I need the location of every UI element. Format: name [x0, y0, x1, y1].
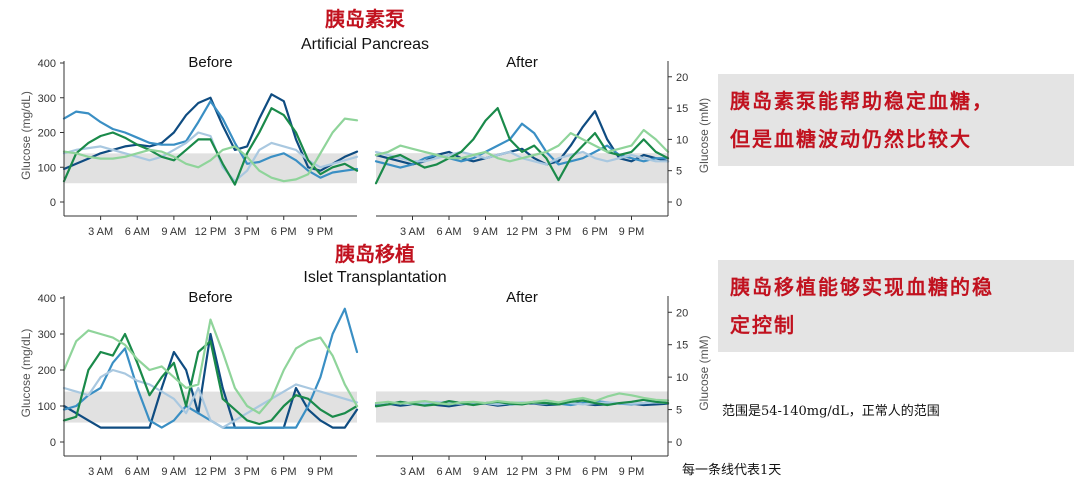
en-title-islet-transplantation: Islet Transplantation	[303, 269, 446, 286]
x-tick-label: 6 AM	[436, 226, 461, 238]
en-title-artificial-pancreas: Artificial Pancreas	[301, 36, 429, 53]
y-tick-label: 300	[38, 329, 56, 341]
x-tick-label: 12 PM	[195, 226, 227, 238]
series-line-3	[374, 398, 670, 408]
normal-range-note: 范围是54-140mg/dL，正常人的范围	[722, 404, 940, 419]
y-tick-label: 400	[38, 293, 56, 305]
y-axis-label: Glucose (mg/dL)	[19, 329, 33, 418]
cn-title-artificial-pancreas: 胰岛素泵	[325, 7, 405, 31]
series-line-0	[62, 332, 359, 429]
chart-panel-2: 3 AM 6 AM 9 AM 12 PM 3 PM 6 PM 9 PM 0 100 200 300 4…	[19, 289, 359, 478]
chart-panel-1: 3 AM 6 AM 9 AM 12 PM 3 PM 6 PM 9 PM 0 5 10 15 20 Glu…	[374, 54, 711, 238]
x-tick-label: 9 AM	[161, 226, 186, 238]
x-tick-label: 3 PM	[234, 226, 260, 238]
note-line-1: 胰岛素泵能帮助稳定血糖，	[730, 89, 994, 113]
x-tick-label: 3 AM	[400, 226, 425, 238]
x-tick-label: 6 AM	[436, 466, 461, 478]
x-tick-label: 3 PM	[546, 466, 572, 478]
y-tick-label: 100	[38, 401, 56, 413]
y-tick-label: 20	[676, 72, 688, 84]
y-tick-label: 100	[38, 162, 56, 174]
x-tick-label: 6 AM	[125, 226, 150, 238]
each-line-note: 每一条线代表1天	[682, 463, 782, 478]
x-tick-label: 9 AM	[161, 466, 186, 478]
note-line-1: 胰岛移植能够实现血糖的稳	[730, 275, 994, 299]
series-line-3	[62, 332, 359, 426]
x-tick-label: 12 PM	[506, 466, 538, 478]
x-tick-label: 6 PM	[271, 226, 297, 238]
note-line-2: 定控制	[730, 313, 796, 337]
chart-panel-0: 3 AM 6 AM 9 AM 12 PM 3 PM 6 PM 9 PM 0 100 200 300 4…	[19, 54, 359, 238]
x-tick-label: 3 PM	[234, 466, 260, 478]
x-tick-label: 9 AM	[473, 466, 498, 478]
y-axis-label: Glucose (mM)	[697, 98, 711, 173]
note-box-artificial-pancreas: 胰岛素泵能帮助稳定血糖， 但是血糖波动仍然比较大	[718, 74, 1074, 166]
x-tick-label: 6 PM	[582, 226, 608, 238]
normal-range-band	[376, 391, 668, 423]
series-line-2	[62, 368, 359, 429]
y-tick-label: 200	[38, 128, 56, 140]
y-tick-label: 10	[676, 134, 688, 146]
y-tick-label: 0	[676, 437, 682, 449]
note-line-2: 但是血糖波动仍然比较大	[730, 127, 972, 151]
chart-panels: 3 AM 6 AM 9 AM 12 PM 3 PM 6 PM 9 PM01002003004…	[19, 54, 711, 478]
x-tick-label: 3 AM	[400, 466, 425, 478]
y-tick-label: 0	[50, 437, 56, 449]
panel-subtitle: Before	[188, 289, 232, 306]
x-tick-label: 6 PM	[271, 466, 297, 478]
panel-subtitle: After	[506, 54, 538, 71]
series-line-3	[374, 107, 670, 185]
y-tick-label: 10	[676, 372, 688, 384]
y-tick-label: 5	[676, 405, 682, 417]
y-tick-label: 15	[676, 340, 688, 352]
cn-title-islet-transplantation: 胰岛移植	[335, 242, 415, 266]
panel-subtitle: Before	[188, 54, 232, 71]
x-tick-label: 3 AM	[88, 466, 113, 478]
y-axis-label: Glucose (mM)	[697, 335, 711, 410]
y-tick-label: 400	[38, 58, 56, 70]
x-tick-label: 9 PM	[308, 226, 334, 238]
x-tick-label: 9 AM	[473, 226, 498, 238]
y-tick-label: 0	[676, 197, 682, 209]
y-tick-label: 20	[676, 307, 688, 319]
y-tick-label: 0	[50, 197, 56, 209]
x-tick-label: 3 AM	[88, 226, 113, 238]
x-tick-label: 9 PM	[619, 466, 645, 478]
series-line-3	[62, 107, 359, 186]
series-line-4	[374, 392, 670, 406]
panel-subtitle: After	[506, 289, 538, 306]
y-axis-label: Glucose (mg/dL)	[19, 91, 33, 180]
x-tick-label: 12 PM	[506, 226, 538, 238]
x-tick-label: 3 PM	[546, 226, 572, 238]
chart-panel-3: 3 AM 6 AM 9 AM 12 PM 3 PM 6 PM 9 PM 0 5 10 15 20 Glu…	[374, 289, 711, 478]
series-line-1	[62, 100, 359, 179]
y-tick-label: 5	[676, 166, 682, 178]
note-box-islet-transplantation: 胰岛移植能够实现血糖的稳 定控制	[718, 260, 1074, 352]
x-tick-label: 9 PM	[308, 466, 334, 478]
y-tick-label: 300	[38, 93, 56, 105]
series-line-4	[62, 318, 359, 415]
x-tick-label: 6 AM	[125, 466, 150, 478]
y-tick-label: 200	[38, 365, 56, 377]
x-tick-label: 9 PM	[619, 226, 645, 238]
series-line-4	[374, 128, 670, 163]
x-tick-label: 12 PM	[195, 466, 227, 478]
y-tick-label: 15	[676, 103, 688, 115]
series-line-4	[62, 117, 359, 183]
x-tick-label: 6 PM	[582, 466, 608, 478]
